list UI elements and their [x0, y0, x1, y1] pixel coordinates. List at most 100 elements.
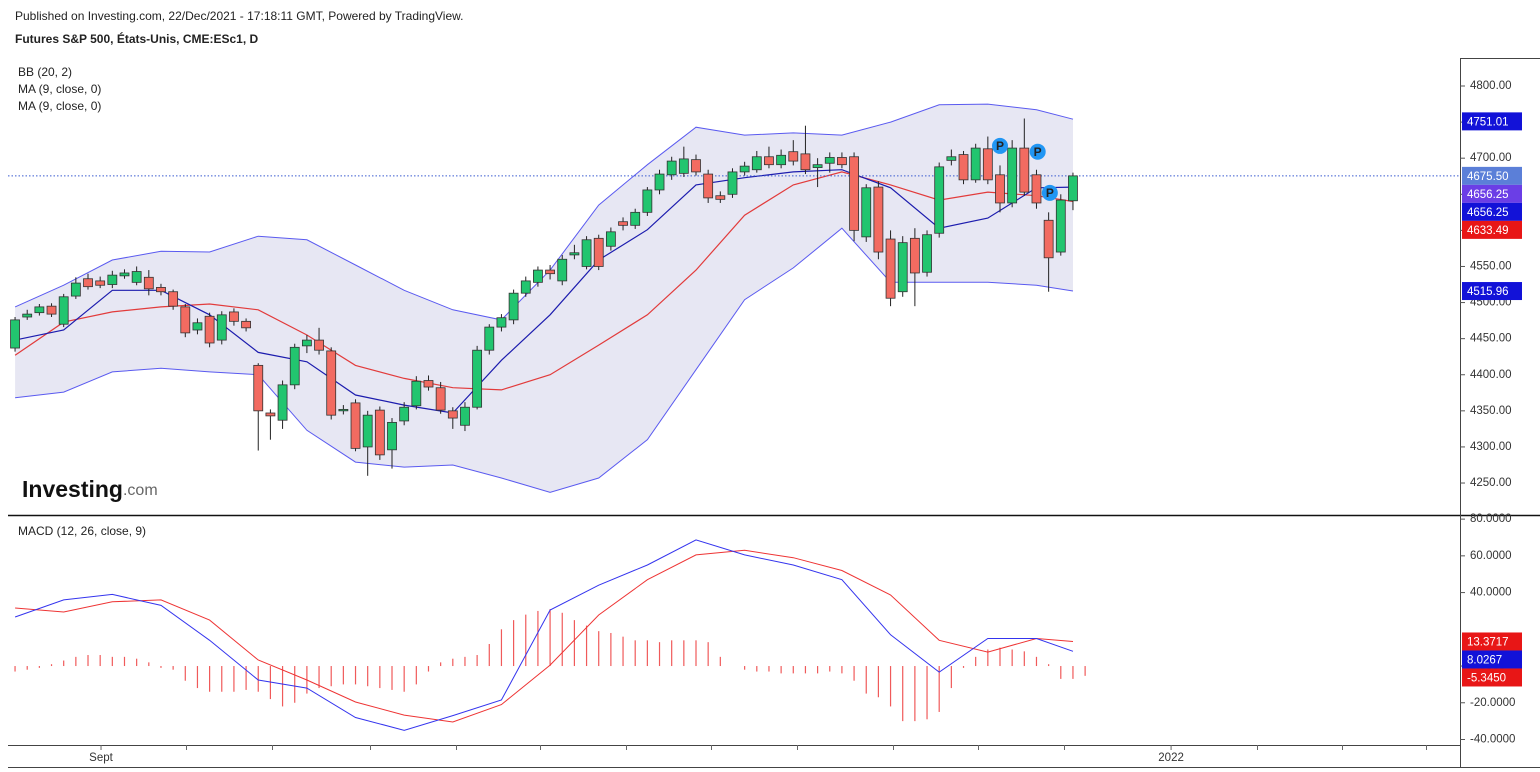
y-tick-label: 4550.00	[1470, 261, 1512, 273]
legend-entry: MA (9, close, 0)	[18, 99, 101, 113]
candle-body	[265, 412, 276, 417]
legend-entry: MA (9, close, 0)	[18, 82, 101, 96]
price-tag-label: -5.3450	[1467, 673, 1506, 685]
candle-body	[411, 380, 422, 407]
price-tag-label: 4751.01	[1467, 116, 1509, 128]
candle-body	[95, 280, 106, 286]
event-marker	[991, 137, 1008, 154]
candle-body	[399, 406, 410, 422]
candle-body	[800, 153, 811, 171]
candle-body	[824, 157, 835, 164]
candle-body	[277, 384, 288, 421]
candle-body	[678, 158, 689, 174]
event-marker	[1029, 143, 1046, 160]
candle-body	[216, 314, 227, 341]
candle-body	[618, 221, 628, 226]
price-tag	[1462, 668, 1522, 687]
candle-body	[83, 278, 93, 288]
candle-body	[727, 171, 738, 195]
candle-body	[496, 317, 507, 328]
watermark: Investing.com	[22, 476, 158, 502]
candle-body	[995, 174, 1005, 204]
candle-body	[885, 238, 896, 299]
candle-body	[472, 349, 483, 408]
published-note: Published on Investing.com, 22/Dec/2021 …	[15, 9, 463, 23]
signal-line	[15, 549, 1074, 723]
candle-body	[435, 387, 446, 411]
price-tag	[1462, 632, 1522, 651]
candle-body	[423, 380, 434, 388]
candle-body	[10, 319, 20, 349]
legend-entry: MACD (12, 26, close, 9)	[18, 524, 146, 538]
candle-body	[301, 339, 312, 347]
candle-body	[751, 156, 762, 171]
candle-body	[739, 165, 750, 173]
x-tick-label: 2022	[1158, 752, 1184, 764]
price-tag	[1462, 202, 1522, 221]
candle-body	[168, 291, 179, 307]
price-tag	[1462, 184, 1522, 203]
candle-body	[22, 313, 33, 318]
y-tick-label: 4450.00	[1470, 333, 1512, 345]
event-marker-label: P	[1046, 186, 1054, 200]
candle-body	[229, 311, 239, 322]
y-tick-label: 4350.00	[1470, 405, 1512, 417]
price-tag	[1462, 650, 1522, 669]
candle-body	[289, 346, 300, 386]
candle-body	[605, 231, 616, 247]
y-tick-label: 40.0000	[1470, 587, 1512, 599]
candle-body	[873, 186, 884, 253]
price-tag-label: 4515.96	[1467, 286, 1509, 298]
price-tag	[1462, 166, 1522, 185]
candle-body	[131, 271, 142, 283]
candle-body	[776, 154, 787, 166]
candle-body	[314, 339, 324, 351]
price-tag-label: 8.0267	[1467, 655, 1502, 667]
candle-body	[630, 211, 641, 226]
candle-body	[484, 326, 495, 351]
candle-body	[533, 269, 543, 283]
candle-body	[897, 242, 908, 293]
candle-body	[350, 402, 361, 449]
price-tag-label: 4656.25	[1467, 207, 1509, 219]
candle-body	[338, 408, 349, 412]
candle-body	[1043, 219, 1054, 259]
candle-body	[970, 147, 981, 181]
candle-body	[1019, 147, 1030, 193]
candle-body	[143, 276, 154, 290]
candle-body	[946, 156, 957, 161]
candle-body	[1007, 147, 1018, 204]
candle-body	[837, 157, 847, 166]
y-tick-label: 4400.00	[1470, 369, 1512, 381]
price-tag	[1462, 112, 1522, 131]
candle-body	[654, 173, 665, 191]
candle-body	[922, 234, 932, 273]
y-tick-label: 60.0000	[1470, 550, 1512, 562]
candle-body	[156, 287, 166, 293]
event-marker	[1041, 184, 1058, 201]
candle-body	[180, 306, 191, 334]
macd-line	[14, 539, 1074, 731]
candle-body	[204, 315, 215, 344]
candle-body	[569, 252, 580, 256]
candle-body	[557, 258, 568, 282]
candle-body	[241, 320, 251, 329]
candle-body	[715, 195, 726, 200]
watermark-brand: Investing	[22, 476, 123, 502]
candle-body	[788, 151, 799, 162]
candle-body	[812, 164, 823, 168]
watermark-domain: .com	[123, 482, 158, 499]
legend-entry: BB (20, 2)	[18, 65, 72, 79]
candle-body	[958, 154, 969, 181]
chart-title: Futures S&P 500, États-Unis, CME:ESc1, D	[15, 31, 259, 46]
y-tick-label: 80.0000	[1470, 513, 1512, 525]
candle-body	[520, 280, 531, 294]
candle-body	[46, 305, 57, 315]
y-tick-label: -40.0000	[1470, 734, 1515, 746]
candle-body	[909, 237, 920, 274]
candle-body	[1031, 174, 1042, 204]
candle-body	[362, 414, 373, 448]
candle-body	[545, 269, 555, 275]
